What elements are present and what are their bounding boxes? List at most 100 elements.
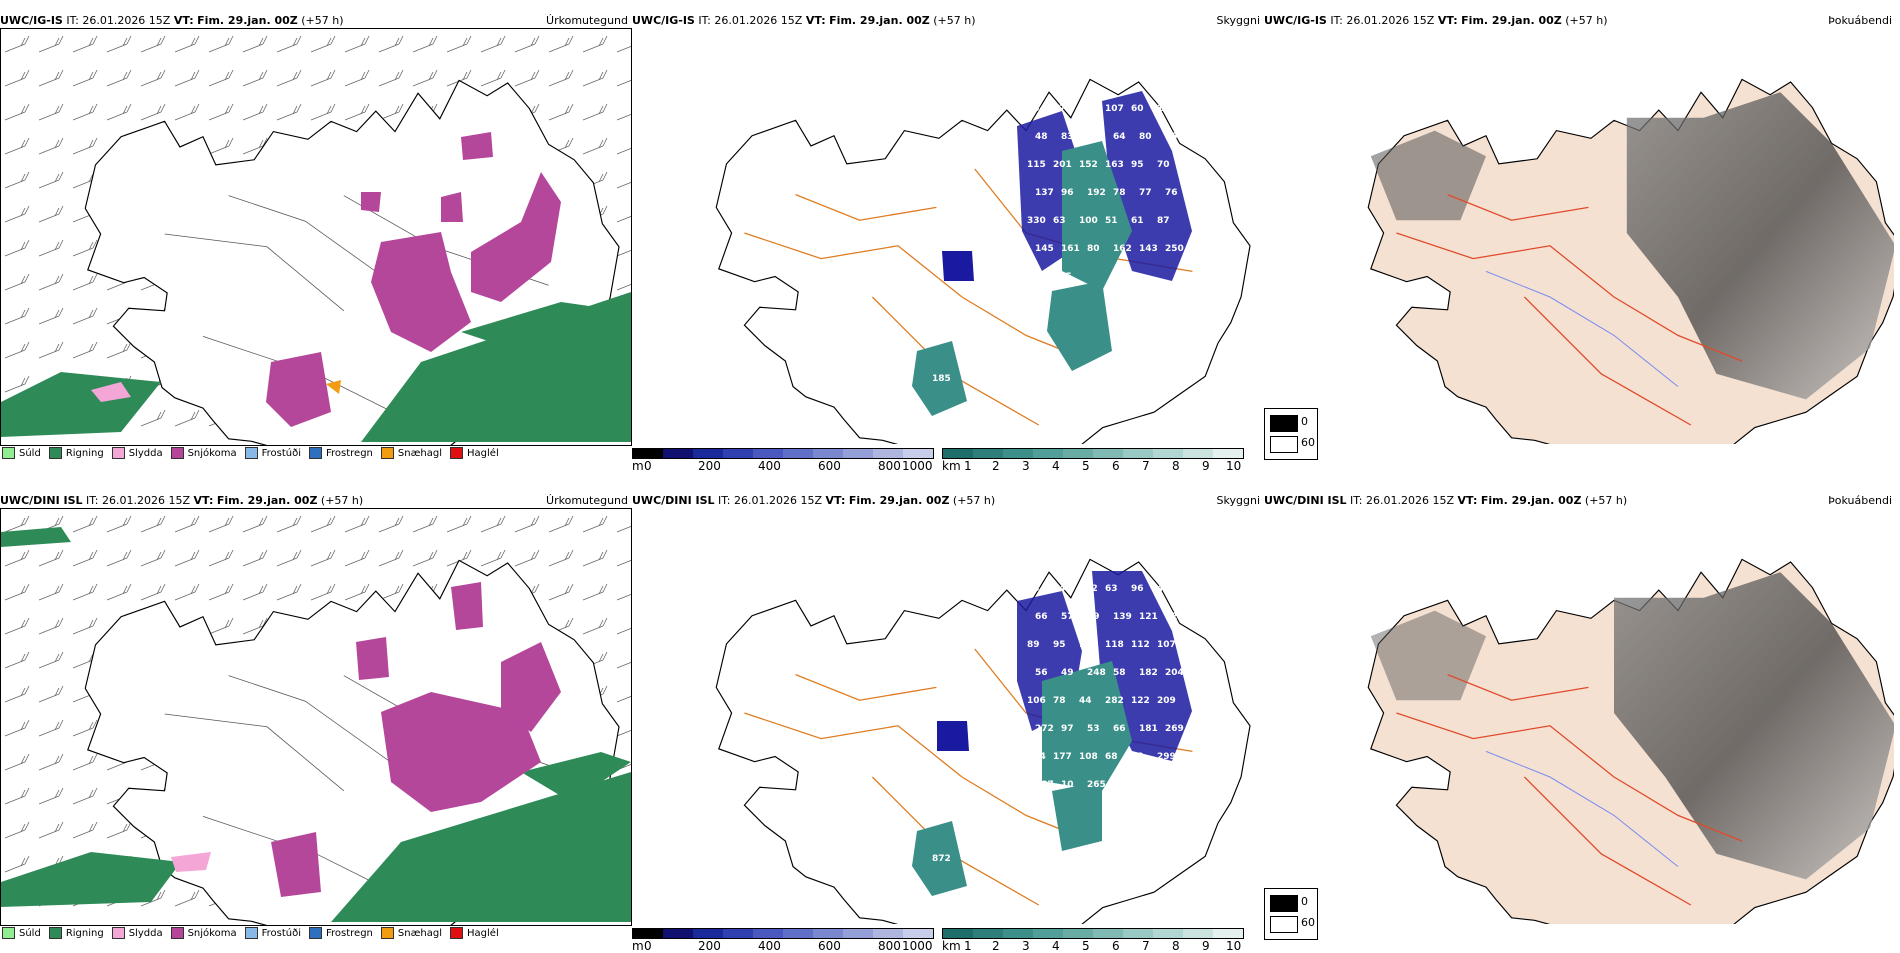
visibility-label: 53 — [1087, 724, 1100, 734]
visibility-label: 56 — [1035, 668, 1048, 678]
colorbar-tick: 7 — [1142, 459, 1150, 473]
colorbar-tick: 2 — [992, 459, 1000, 473]
legend-swatch — [244, 927, 258, 939]
colorbar-tick: 1000 — [902, 459, 933, 473]
visibility-label: 161 — [1061, 244, 1080, 254]
visibility-label: 48 — [1035, 132, 1048, 142]
colorbar-tick: 6 — [1112, 459, 1120, 473]
low-visibility-areas — [912, 571, 1192, 896]
it-value: 26.01.2026 15Z — [1346, 14, 1435, 27]
visibility-label: 95 — [1131, 160, 1144, 170]
legend-label: Slydda — [128, 927, 163, 939]
visibility-label: 63 — [1105, 584, 1118, 594]
legend-label: Haglél — [467, 927, 499, 939]
visibility-label: 143 — [1139, 244, 1158, 254]
visibility-label: 201 — [1053, 160, 1072, 170]
visibility-label: 268 — [1027, 272, 1046, 282]
colorbar-tick: 3 — [1022, 459, 1030, 473]
visibility-label: 107 — [1105, 104, 1124, 114]
low-visibility-areas — [912, 91, 1192, 416]
vt-value: Fim. 29.jan. 00Z — [216, 494, 318, 507]
panel-title: Þokuábendi — [1828, 494, 1892, 507]
visibility-label: 97 — [1061, 724, 1074, 734]
fog-legend-value: 60 — [1301, 436, 1315, 449]
legend-item: Frostúði — [244, 447, 301, 459]
it-value: 26.01.2026 15Z — [82, 14, 171, 27]
visibility-value-labels: 154 175 83 107 60 144 48 83 86 64 80 85 115 201 152 163… — [932, 104, 1184, 402]
visibility-label: 66 — [1113, 724, 1126, 734]
panel-header: UWC/DINI ISL IT: 26.01.2026 15Z VT: Fim.… — [1264, 492, 1894, 510]
vt-value: Fim. 29.jan. 00Z — [829, 14, 930, 27]
precip-panel-row2: UWC/DINI ISL IT: 26.01.2026 15Z VT: Fim.… — [0, 492, 632, 952]
visibility-label: 137 — [1035, 188, 1054, 198]
precip-panel-row1: UWC/IG-IS IT: 26.01.2026 15Z VT: Fim. 29… — [0, 12, 632, 472]
visibility-label: 181 — [1139, 724, 1158, 734]
panel-header: UWC/DINI ISL IT: 26.01.2026 15Z VT: Fim.… — [632, 492, 1262, 510]
iceland-outline — [84, 559, 620, 925]
visibility-label: 61 — [1131, 216, 1144, 226]
visibility-label: 265 — [1087, 780, 1106, 790]
model-name: UWC/IG-IS — [0, 14, 63, 27]
visibility-label: 163 — [1105, 160, 1124, 170]
colorbar-tick: 9 — [1202, 939, 1210, 953]
vt-value: Fim. 29.jan. 00Z — [1480, 494, 1582, 507]
visibility-map: 154 175 83 107 60 144 48 83 86 64 80 85 115 201 152 163… — [715, 78, 1251, 444]
snow-pellets-area — [326, 380, 341, 394]
colorbar-tick: 0 — [644, 939, 652, 953]
panel-header: UWC/IG-IS IT: 26.01.2026 15Z VT: Fim. 29… — [632, 12, 1262, 30]
panel-title: Þokuábendi — [1828, 14, 1892, 27]
visibility-label: 299 — [1157, 752, 1176, 762]
visibility-label: 66 — [1035, 612, 1048, 622]
visibility-label: 118 — [1105, 640, 1124, 650]
visibility-label: 83 — [1079, 104, 1092, 114]
rain-areas — [1, 527, 631, 922]
colorbar-tick: 7 — [1142, 939, 1150, 953]
fog-index-legend: 0 60 — [1264, 888, 1318, 940]
vt-value: Fim. 29.jan. 00Z — [848, 494, 950, 507]
fog-legend-swatch — [1270, 916, 1298, 933]
colorbar-tick: 5 — [1082, 939, 1090, 953]
legend-item: Súld — [2, 927, 41, 939]
legend-label: Snæhagl — [397, 927, 443, 939]
height-colorbar — [632, 448, 934, 459]
legend-label: Snjókoma — [187, 447, 237, 459]
legend-swatch — [380, 927, 394, 939]
visibility-label: 177 — [1053, 752, 1072, 762]
vt-value: Fim. 29.jan. 00Z — [197, 14, 298, 27]
visibility-label: 49 — [1061, 668, 1074, 678]
visibility-label: 95 — [1053, 640, 1066, 650]
legend-swatch — [170, 927, 184, 939]
legend-item: Frostregn — [309, 927, 373, 939]
vt-label: VT: — [1457, 494, 1478, 507]
visibility-label: 41 — [1157, 584, 1170, 594]
legend-swatch — [244, 447, 258, 459]
legend-label: Haglél — [467, 447, 499, 459]
sleet-area — [171, 852, 211, 872]
colorbar-tick: 1 — [964, 939, 972, 953]
fog-legend-value: 0 — [1301, 415, 1308, 428]
visibility-panel-row2: UWC/DINI ISL IT: 26.01.2026 15Z VT: Fim.… — [632, 492, 1262, 953]
iceland-outline — [84, 79, 620, 445]
visibility-label: 84 — [1053, 584, 1066, 594]
colorbar-tick: 3 — [1022, 939, 1030, 953]
visibility-label: 18 — [1079, 640, 1092, 650]
lead-time: (+57 h) — [1565, 14, 1608, 27]
iceland-outline — [1367, 558, 1894, 924]
precip-legend: Súld Rigning Slydda Snjókoma Frostúði Fr… — [2, 445, 499, 461]
precip-legend: Súld Rigning Slydda Snjókoma Frostúði Fr… — [2, 925, 499, 941]
visibility-label: 80 — [1087, 244, 1100, 254]
visibility-label: 51 — [1105, 216, 1118, 226]
visibility-label: 282 — [1105, 696, 1124, 706]
vt-label: VT: — [825, 494, 846, 507]
legend-swatch — [170, 447, 184, 459]
legend-swatch — [380, 447, 394, 459]
fog-legend-value: 0 — [1301, 895, 1308, 908]
precip-type-map — [0, 28, 632, 446]
visibility-panel-row1: UWC/IG-IS IT: 26.01.2026 15Z VT: Fim. 29… — [632, 12, 1262, 473]
visibility-label: 272 — [1035, 724, 1054, 734]
colorbar-tick: 800 — [878, 459, 901, 473]
colorbar-tick: 400 — [758, 939, 781, 953]
visibility-label: 83 — [1061, 132, 1074, 142]
fog-index-map — [1367, 558, 1894, 924]
legend-swatch — [2, 927, 15, 939]
